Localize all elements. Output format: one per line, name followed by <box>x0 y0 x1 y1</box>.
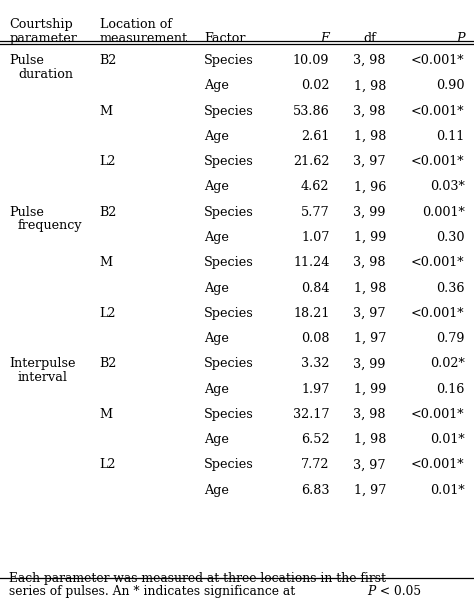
Text: 0.90: 0.90 <box>436 79 465 92</box>
Text: 18.21: 18.21 <box>293 307 329 320</box>
Text: 3, 97: 3, 97 <box>354 307 386 320</box>
Text: 53.86: 53.86 <box>292 105 329 118</box>
Text: frequency: frequency <box>18 219 82 232</box>
Text: B2: B2 <box>100 357 117 370</box>
Text: parameter: parameter <box>9 32 77 45</box>
Text: 0.001*: 0.001* <box>422 206 465 219</box>
Text: 3, 98: 3, 98 <box>354 408 386 421</box>
Text: 0.01*: 0.01* <box>430 484 465 496</box>
Text: <0.001*: <0.001* <box>411 458 465 471</box>
Text: Each parameter was measured at three locations in the first: Each parameter was measured at three loc… <box>9 572 386 585</box>
Text: M: M <box>100 256 113 269</box>
Text: 1, 99: 1, 99 <box>354 383 386 395</box>
Text: 6.52: 6.52 <box>301 433 329 446</box>
Text: 1, 97: 1, 97 <box>354 484 386 496</box>
Text: Age: Age <box>204 180 228 193</box>
Text: < 0.05: < 0.05 <box>376 585 421 598</box>
Text: 0.30: 0.30 <box>436 231 465 244</box>
Text: 1, 98: 1, 98 <box>354 130 386 143</box>
Text: measurement: measurement <box>100 32 188 45</box>
Text: 1.97: 1.97 <box>301 383 329 395</box>
Text: 21.62: 21.62 <box>293 155 329 168</box>
Text: 6.83: 6.83 <box>301 484 329 496</box>
Text: <0.001*: <0.001* <box>411 307 465 320</box>
Text: M: M <box>100 105 113 118</box>
Text: 3, 99: 3, 99 <box>354 206 386 219</box>
Text: 1, 96: 1, 96 <box>354 180 386 193</box>
Text: 0.11: 0.11 <box>436 130 465 143</box>
Text: 0.36: 0.36 <box>436 282 465 294</box>
Text: Interpulse: Interpulse <box>9 357 76 370</box>
Text: L2: L2 <box>100 155 116 168</box>
Text: Species: Species <box>204 54 254 67</box>
Text: Species: Species <box>204 357 254 370</box>
Text: Factor: Factor <box>204 32 246 45</box>
Text: 10.09: 10.09 <box>293 54 329 67</box>
Text: L2: L2 <box>100 307 116 320</box>
Text: Age: Age <box>204 231 228 244</box>
Text: Pulse: Pulse <box>9 54 45 67</box>
Text: 3, 98: 3, 98 <box>354 54 386 67</box>
Text: 3, 97: 3, 97 <box>354 458 386 471</box>
Text: 0.16: 0.16 <box>436 383 465 395</box>
Text: 3, 97: 3, 97 <box>354 155 386 168</box>
Text: Age: Age <box>204 383 228 395</box>
Text: duration: duration <box>18 68 73 81</box>
Text: P: P <box>367 585 375 598</box>
Text: 0.03*: 0.03* <box>430 180 465 193</box>
Text: 5.77: 5.77 <box>301 206 329 219</box>
Text: 3, 98: 3, 98 <box>354 256 386 269</box>
Text: 0.08: 0.08 <box>301 332 329 345</box>
Text: 3, 99: 3, 99 <box>354 357 386 370</box>
Text: 1.07: 1.07 <box>301 231 329 244</box>
Text: 3, 98: 3, 98 <box>354 105 386 118</box>
Text: 0.01*: 0.01* <box>430 433 465 446</box>
Text: Species: Species <box>204 408 254 421</box>
Text: 1, 98: 1, 98 <box>354 433 386 446</box>
Text: B2: B2 <box>100 206 117 219</box>
Text: <0.001*: <0.001* <box>411 155 465 168</box>
Text: 4.62: 4.62 <box>301 180 329 193</box>
Text: Age: Age <box>204 79 228 92</box>
Text: 7.72: 7.72 <box>301 458 329 471</box>
Text: Species: Species <box>204 105 254 118</box>
Text: Age: Age <box>204 433 228 446</box>
Text: 1, 98: 1, 98 <box>354 282 386 294</box>
Text: Species: Species <box>204 256 254 269</box>
Text: 1, 99: 1, 99 <box>354 231 386 244</box>
Text: Species: Species <box>204 307 254 320</box>
Text: Species: Species <box>204 206 254 219</box>
Text: 32.17: 32.17 <box>293 408 329 421</box>
Text: Age: Age <box>204 130 228 143</box>
Text: F: F <box>320 32 329 45</box>
Text: Species: Species <box>204 458 254 471</box>
Text: Age: Age <box>204 282 228 294</box>
Text: <0.001*: <0.001* <box>411 54 465 67</box>
Text: Age: Age <box>204 484 228 496</box>
Text: 3.32: 3.32 <box>301 357 329 370</box>
Text: Species: Species <box>204 155 254 168</box>
Text: 1, 97: 1, 97 <box>354 332 386 345</box>
Text: 1, 98: 1, 98 <box>354 79 386 92</box>
Text: Pulse: Pulse <box>9 206 45 219</box>
Text: df: df <box>363 32 376 45</box>
Text: interval: interval <box>18 371 68 384</box>
Text: 11.24: 11.24 <box>293 256 329 269</box>
Text: Location of: Location of <box>100 18 172 31</box>
Text: series of pulses. An * indicates significance at: series of pulses. An * indicates signifi… <box>9 585 300 598</box>
Text: 0.84: 0.84 <box>301 282 329 294</box>
Text: <0.001*: <0.001* <box>411 105 465 118</box>
Text: Courtship: Courtship <box>9 18 73 31</box>
Text: 0.79: 0.79 <box>436 332 465 345</box>
Text: 0.02: 0.02 <box>301 79 329 92</box>
Text: B2: B2 <box>100 54 117 67</box>
Text: M: M <box>100 408 113 421</box>
Text: 2.61: 2.61 <box>301 130 329 143</box>
Text: Age: Age <box>204 332 228 345</box>
Text: L2: L2 <box>100 458 116 471</box>
Text: <0.001*: <0.001* <box>411 256 465 269</box>
Text: P: P <box>456 32 465 45</box>
Text: 0.02*: 0.02* <box>430 357 465 370</box>
Text: <0.001*: <0.001* <box>411 408 465 421</box>
